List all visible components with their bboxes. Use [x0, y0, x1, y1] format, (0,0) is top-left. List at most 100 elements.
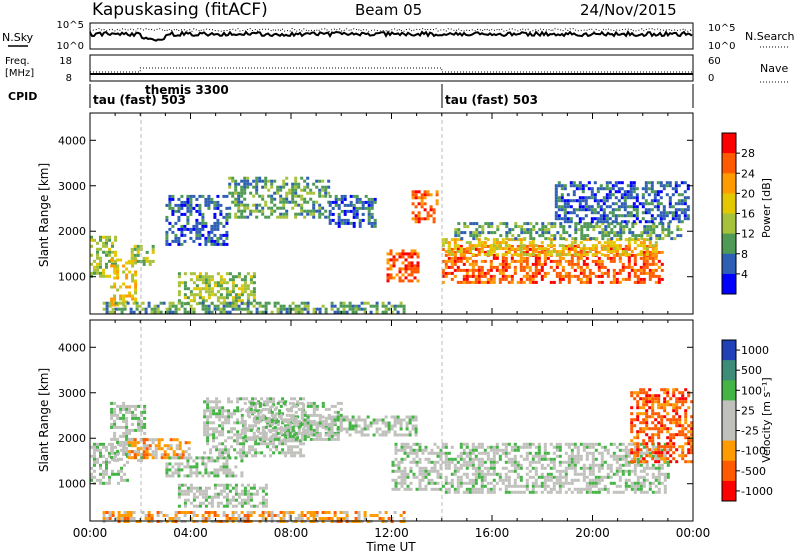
- power-cell: [544, 237, 548, 241]
- power-cell: [252, 287, 256, 291]
- velocity-cell: [248, 436, 252, 440]
- velocity-cell: [633, 445, 637, 449]
- velocity-cell: [260, 409, 264, 413]
- velocity-cell: [221, 415, 225, 419]
- velocity-cell: [130, 441, 134, 445]
- velocity-cell: [444, 451, 448, 455]
- velocity-cell: [207, 471, 211, 475]
- velocity-cell: [421, 451, 425, 455]
- power-cell: [654, 280, 658, 284]
- velocity-cell: [302, 427, 306, 431]
- power-cell: [584, 205, 588, 209]
- power-cell: [331, 206, 335, 210]
- velocity-cell: [579, 490, 583, 494]
- power-cell: [546, 271, 550, 275]
- power-cell: [255, 179, 259, 183]
- power-cell: [634, 234, 638, 238]
- power-cell: [330, 301, 334, 305]
- power-cell: [285, 182, 289, 186]
- velocity-cell: [261, 425, 265, 429]
- power-cell: [108, 250, 111, 254]
- power-cell: [201, 212, 205, 216]
- velocity-cell: [276, 422, 280, 426]
- velocity-cell: [495, 448, 499, 452]
- velocity-cell: [242, 445, 246, 449]
- velocity-cell: [204, 492, 208, 496]
- power-cell: [648, 244, 652, 248]
- power-cell: [593, 208, 597, 212]
- velocity-cell: [178, 441, 182, 445]
- power-cell: [586, 234, 590, 238]
- power-cell: [657, 265, 661, 269]
- power-cell: [605, 205, 609, 209]
- velocity-cell: [192, 492, 196, 496]
- power-cell: [340, 197, 344, 201]
- velocity-cell: [246, 514, 250, 517]
- velocity-cell: [102, 442, 105, 446]
- power-cell: [559, 222, 563, 226]
- power-cell: [411, 193, 415, 197]
- power-cell: [237, 206, 241, 210]
- power-cell: [177, 203, 181, 207]
- velocity-cell: [309, 431, 313, 435]
- power-cell: [255, 301, 259, 305]
- power-cell: [113, 297, 117, 301]
- velocity-cell: [201, 517, 205, 520]
- power-cell: [183, 307, 187, 311]
- power-cell: [639, 280, 643, 284]
- power-cell: [315, 179, 319, 183]
- power-cell: [627, 247, 631, 251]
- power-cell: [423, 193, 427, 197]
- power-cell: [538, 228, 542, 232]
- velocity-cell: [534, 454, 538, 458]
- power-cell: [480, 259, 484, 263]
- velocity-cell: [246, 413, 250, 417]
- power-cell: [586, 228, 590, 232]
- power-cell: [345, 304, 349, 308]
- velocity-cell: [180, 511, 184, 514]
- power-cell: [231, 290, 235, 294]
- power-cell: [614, 220, 618, 224]
- velocity-cell: [522, 442, 526, 446]
- velocity-cell: [594, 463, 598, 467]
- velocity-cell: [597, 478, 601, 482]
- power-cell: [264, 179, 268, 183]
- velocity-cell: [540, 490, 544, 494]
- velocity-cell: [231, 474, 235, 478]
- velocity-cell: [519, 475, 523, 479]
- power-cell: [492, 256, 496, 260]
- power-cell: [267, 194, 271, 198]
- power-cell: [165, 242, 169, 246]
- velocity-cell: [213, 495, 217, 499]
- power-cell: [650, 181, 654, 185]
- velocity-cell: [621, 448, 625, 452]
- power-cell: [249, 275, 253, 279]
- velocity-cell: [567, 442, 571, 446]
- power-cell: [370, 224, 374, 228]
- velocity-cell: [99, 478, 102, 482]
- power-cell: [609, 244, 613, 248]
- power-cell: [489, 253, 493, 257]
- velocity-cell: [243, 434, 247, 438]
- velocity-cell: [151, 453, 155, 457]
- velocity-cell: [576, 457, 580, 461]
- velocity-cell: [627, 454, 631, 458]
- velocity-cell: [165, 471, 169, 475]
- power-cell: [234, 215, 238, 219]
- power-cell: [216, 272, 220, 276]
- power-cell: [116, 276, 120, 280]
- velocity-cell: [477, 466, 481, 470]
- power-cell: [186, 301, 190, 305]
- power-cell: [93, 259, 96, 263]
- velocity-cell: [330, 427, 334, 431]
- power-cell: [463, 222, 467, 226]
- power-cell: [567, 280, 571, 284]
- power-cell: [668, 184, 672, 188]
- velocity-cell: [477, 460, 481, 464]
- power-cell: [231, 176, 235, 180]
- velocity-cell: [537, 457, 541, 461]
- velocity-cell: [612, 451, 616, 455]
- velocity-cell: [93, 445, 96, 449]
- power-cell: [543, 247, 547, 251]
- velocity-cell: [177, 504, 181, 508]
